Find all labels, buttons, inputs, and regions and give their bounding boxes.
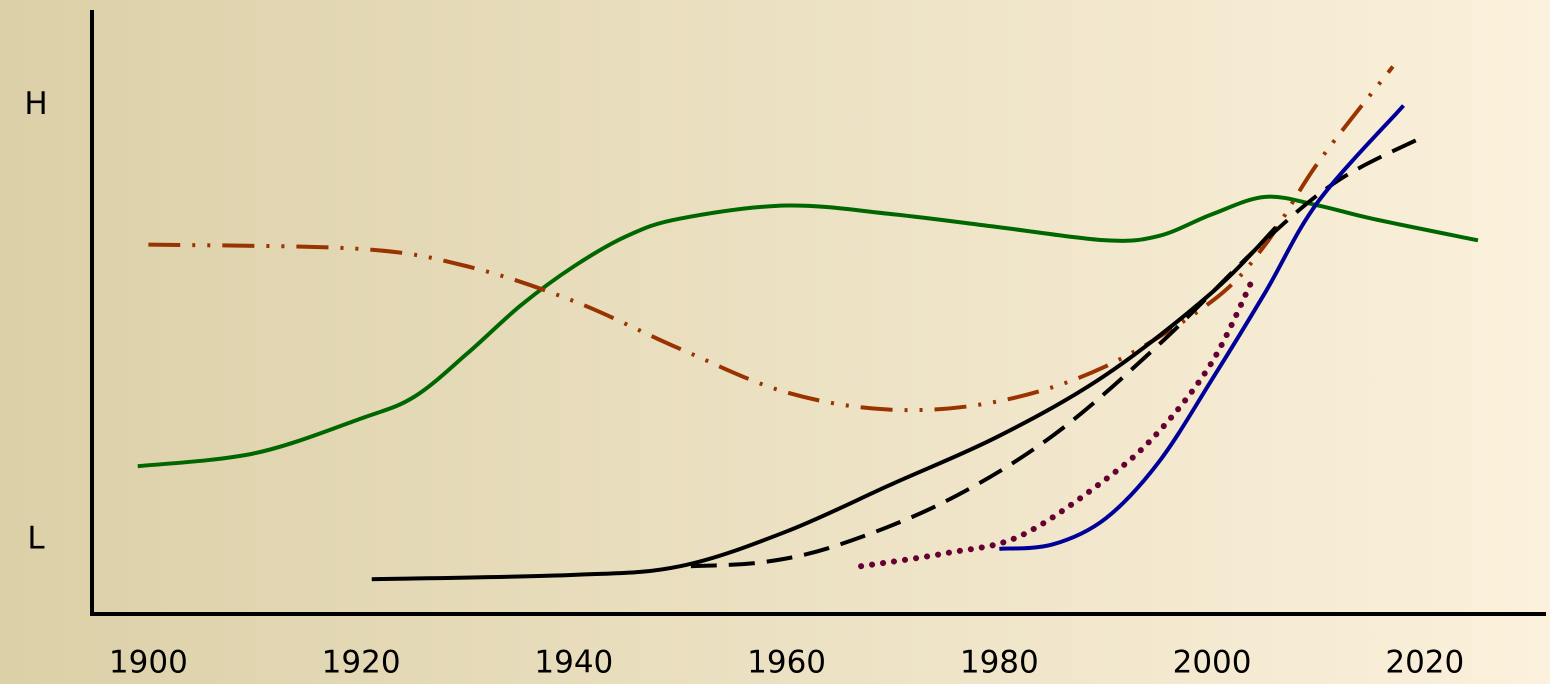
series-line bbox=[690, 134, 1426, 569]
x-tick-label: 1920 bbox=[322, 645, 401, 681]
series-line bbox=[137, 194, 1479, 469]
y-tick-label: L bbox=[27, 521, 45, 557]
x-tick-label: 1940 bbox=[534, 645, 613, 681]
series-line bbox=[858, 272, 1258, 570]
series-line bbox=[148, 65, 1395, 413]
x-tick-label: 2000 bbox=[1173, 645, 1252, 681]
y-tick-label: H bbox=[24, 86, 47, 122]
x-tick-label: 1960 bbox=[747, 645, 826, 681]
series-line bbox=[371, 225, 1278, 582]
x-tick-label: 1900 bbox=[109, 645, 188, 681]
x-tick-label: 1980 bbox=[960, 645, 1039, 681]
series-line bbox=[999, 104, 1406, 551]
x-tick-label: 2020 bbox=[1385, 645, 1464, 681]
